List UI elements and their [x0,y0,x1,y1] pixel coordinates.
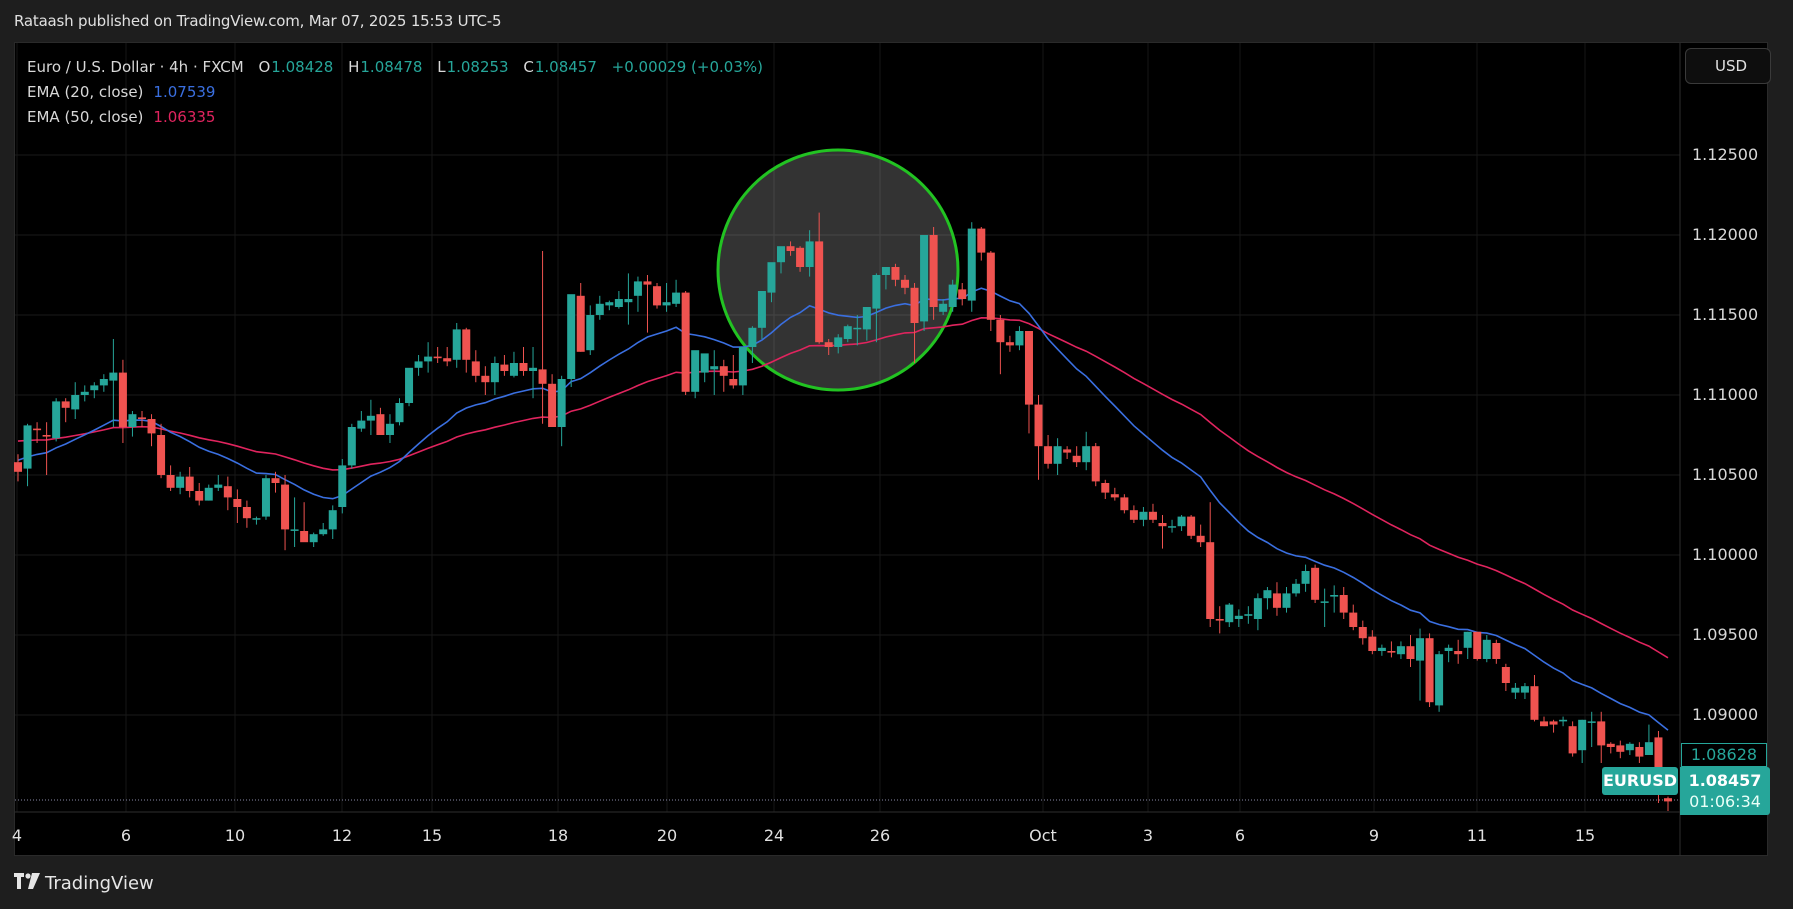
time-axis-label: 15 [1574,826,1596,845]
price-axis-label: 1.11500 [1692,305,1759,324]
time-axis-label: 20 [656,826,678,845]
ema50-value: 1.06335 [153,108,216,126]
time-axis-label: Oct [1029,826,1057,845]
ema50-row[interactable]: EMA (50, close) 1.06335 [27,104,763,129]
chart-legend: Euro / U.S. Dollar · 4h · FXCM O1.08428 … [27,54,763,129]
price-axis-label: 1.12500 [1692,145,1759,164]
last-price-tag: 1.08457 01:06:34 [1680,767,1770,815]
symbol-name[interactable]: Euro / U.S. Dollar · 4h · FXCM [27,58,244,76]
brand-name: TradingView [45,872,154,894]
ema50-label: EMA (50, close) [27,108,144,126]
close-label: C [523,58,534,76]
time-axis-label: 26 [869,826,891,845]
time-axis-label: 18 [547,826,569,845]
ema20-row[interactable]: EMA (20, close) 1.07539 [27,79,763,104]
tradingview-logo-icon [14,872,40,894]
currency-button[interactable]: USD [1685,48,1771,84]
price-axis-label: 1.11000 [1692,385,1759,404]
last-price: 1.08457 [1688,771,1762,790]
time-axis-label: 15 [421,826,443,845]
publish-header: Rataash published on TradingView.com, Ma… [0,0,1793,40]
open-label: O [258,58,271,76]
low-label: L [437,58,446,76]
close-value: 1.08457 [534,58,597,76]
low-value: 1.08253 [446,58,509,76]
previous-close-tag: 1.08628 [1681,743,1767,767]
time-axis-label: 3 [1142,826,1154,845]
ema20-label: EMA (20, close) [27,83,144,101]
bar-countdown: 01:06:34 [1689,792,1761,811]
chart-frame [14,42,1768,856]
price-axis-label: 1.09500 [1692,625,1759,644]
time-axis-label: 6 [120,826,132,845]
price-axis-label: 1.12000 [1692,225,1759,244]
price-axis-label: 1.10500 [1692,465,1759,484]
time-axis-label: 4 [11,826,23,845]
change-value: +0.00029 (+0.03%) [611,58,763,76]
symbol-ohlc-row: Euro / U.S. Dollar · 4h · FXCM O1.08428 … [27,54,763,79]
ema20-value: 1.07539 [153,83,216,101]
time-axis-label: 11 [1466,826,1488,845]
symbol-tag: EURUSD [1602,767,1678,795]
time-axis-label: 9 [1368,826,1380,845]
time-axis-label: 10 [224,826,246,845]
price-axis-label: 1.09000 [1692,705,1759,724]
high-label: H [348,58,360,76]
time-axis-label: 12 [331,826,353,845]
tradingview-logo[interactable]: TradingView [14,872,154,894]
price-axis-label: 1.10000 [1692,545,1759,564]
publish-line: Rataash published on TradingView.com, Ma… [14,12,502,30]
time-axis-label: 6 [1234,826,1246,845]
high-value: 1.08478 [360,58,423,76]
open-value: 1.08428 [271,58,334,76]
time-axis-label: 24 [763,826,785,845]
